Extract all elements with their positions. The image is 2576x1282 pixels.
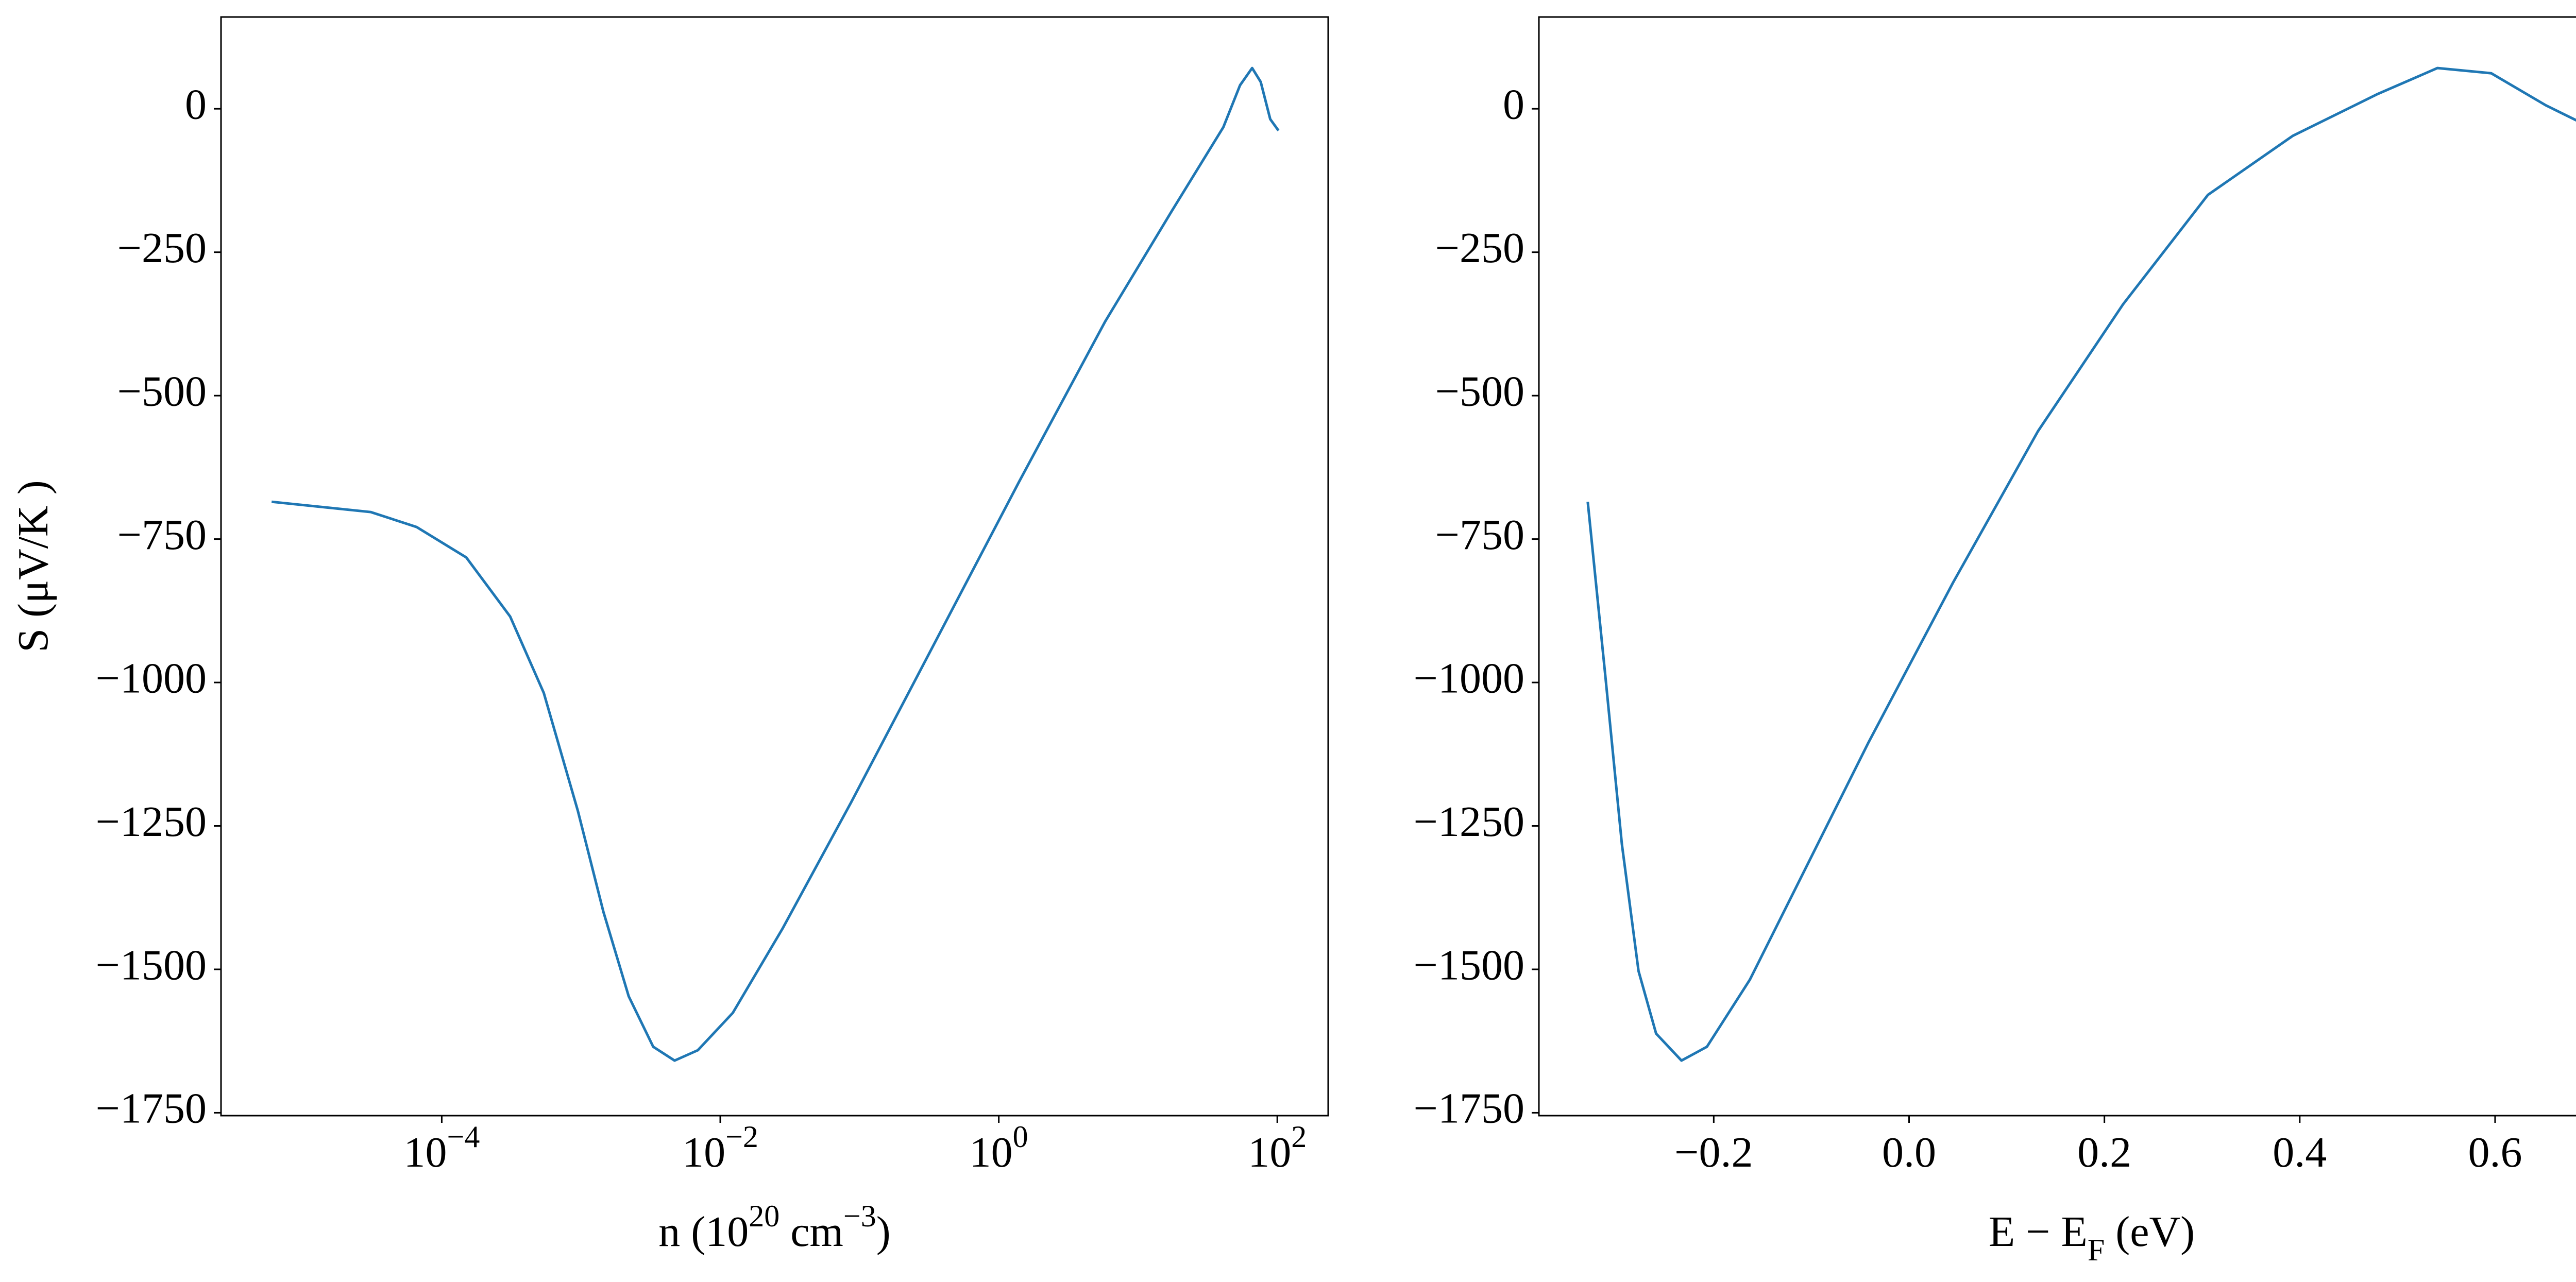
x-axis-label-part: (eV)	[2105, 1208, 2195, 1256]
y-tick-label: −1500	[1414, 941, 1524, 989]
x-axis-label: E − EF (eV)	[1989, 1208, 2195, 1267]
plot-frame	[220, 16, 1329, 1117]
x-tick-base: 10	[970, 1129, 1013, 1176]
y-axis-label-part: S (μV/K )	[9, 480, 57, 652]
x-axis-label-part: cm	[779, 1208, 843, 1256]
x-tick-label: −0.2	[1674, 1129, 1753, 1176]
x-axis-label: n (1020 cm−3)	[658, 1199, 890, 1256]
data-line	[1586, 66, 2576, 1062]
y-tick-label: −1000	[96, 654, 207, 702]
x-tick-base: 0.2	[2077, 1129, 2131, 1176]
x-axis-label-part: F	[2088, 1233, 2105, 1267]
x-tick-exponent: −4	[447, 1120, 480, 1154]
x-tick-base: −0.2	[1674, 1129, 1753, 1176]
x-tick-base: 10	[404, 1129, 447, 1176]
x-tick-exponent: 0	[1013, 1120, 1028, 1154]
x-tick-base: 0.4	[2273, 1129, 2327, 1176]
x-tick-label: 102	[1248, 1120, 1307, 1177]
y-tick-label: −1500	[96, 941, 207, 989]
y-tick-label: −250	[1435, 224, 1524, 272]
x-tick-label: 0.6	[2468, 1129, 2522, 1176]
y-tick-label: −500	[117, 367, 207, 415]
x-axis-label-part: E − E	[1989, 1208, 2088, 1256]
x-tick-base: 0.0	[1882, 1129, 1936, 1176]
y-tick-label: −1250	[1414, 798, 1524, 846]
x-axis-label-part: )	[876, 1208, 891, 1256]
data-line	[271, 66, 1280, 1062]
y-axis-label: S (μV/K )	[9, 480, 57, 652]
y-tick-label: 0	[185, 80, 207, 128]
y-tick-label: −1250	[96, 798, 207, 846]
x-tick-exponent: 2	[1291, 1120, 1307, 1154]
x-axis-label-part: −3	[843, 1199, 876, 1233]
x-axis-label-part: 20	[749, 1199, 779, 1233]
y-tick-label: −250	[117, 224, 207, 272]
x-axis-label-part: n (10	[658, 1208, 749, 1256]
x-tick-label: 10−4	[404, 1120, 480, 1177]
x-tick-base: 10	[1248, 1129, 1291, 1176]
x-tick-label: 100	[970, 1120, 1028, 1177]
y-tick-label: 0	[1503, 80, 1524, 128]
x-tick-label: 0.0	[1882, 1129, 1936, 1176]
y-tick-label: −750	[117, 511, 207, 559]
x-tick-label: 0.4	[2273, 1129, 2327, 1176]
plot-frame	[1538, 16, 2576, 1117]
x-tick-base: 10	[682, 1129, 725, 1176]
x-tick-label: 10−2	[682, 1120, 758, 1177]
y-tick-label: −1750	[96, 1085, 207, 1133]
y-tick-label: −1750	[1414, 1085, 1524, 1133]
y-tick-label: −500	[1435, 367, 1524, 415]
y-tick-label: −1000	[1414, 654, 1524, 702]
y-tick-label: −750	[1435, 511, 1524, 559]
x-tick-label: 0.2	[2077, 1129, 2131, 1176]
x-tick-base: 0.6	[2468, 1129, 2522, 1176]
x-tick-exponent: −2	[725, 1120, 758, 1154]
